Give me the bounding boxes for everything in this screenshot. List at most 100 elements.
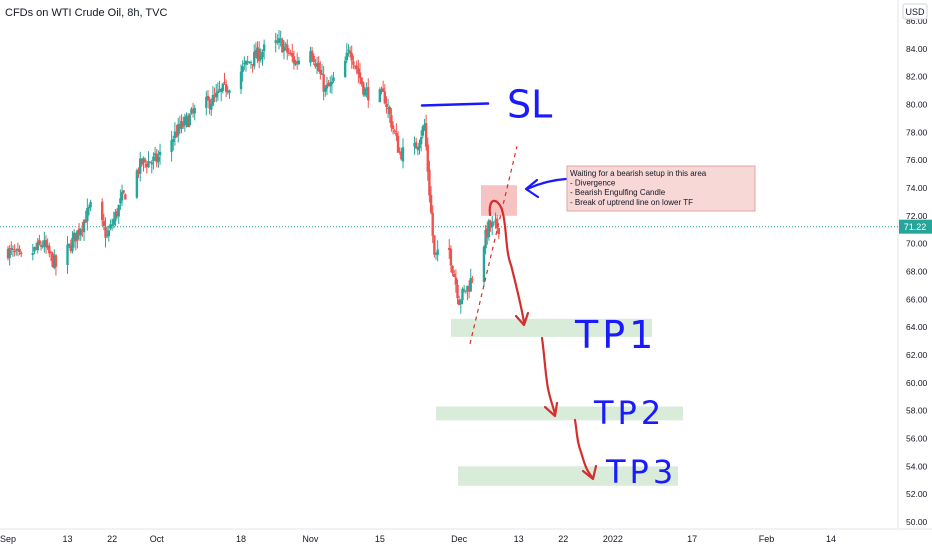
candle-body — [39, 244, 43, 247]
currency-label-box[interactable]: USD — [902, 3, 928, 20]
y-tick-label: 82.00 — [906, 72, 928, 82]
candle-body — [112, 219, 115, 225]
candle-body — [367, 87, 370, 101]
candle-body — [386, 107, 390, 109]
annotation-arrow-head — [524, 178, 540, 199]
candle-body — [395, 132, 398, 136]
candle-body — [350, 53, 353, 61]
y-tick-label: 84.00 — [906, 44, 928, 54]
candle-body — [462, 289, 466, 291]
x-tick-label: 22 — [558, 534, 568, 544]
price-axis[interactable]: 50.00 52.00 54.00 56.00 58.00 60.00 62.00 64.00… — [0, 16, 932, 527]
candle-body — [243, 63, 246, 65]
candle-body — [219, 88, 223, 93]
note-box[interactable]: Waiting for a bearish setup in this area… — [566, 165, 756, 212]
candle-body — [31, 253, 34, 255]
candle-body — [158, 152, 162, 156]
candle-body — [449, 248, 453, 266]
x-tick-label: Dec — [451, 534, 468, 544]
candle-body — [487, 220, 491, 237]
candle-body — [205, 96, 208, 108]
candle-body — [319, 69, 322, 74]
y-tick-label: 72.00 — [906, 211, 928, 221]
entry-zone[interactable] — [481, 185, 517, 216]
candle-body — [120, 192, 124, 201]
x-tick-label: 14 — [826, 534, 836, 544]
candle-body — [282, 46, 286, 52]
stop-loss-line[interactable] — [420, 102, 490, 107]
candle-body — [448, 247, 451, 250]
y-tick-label: 54.00 — [906, 461, 928, 471]
candle-body — [294, 61, 297, 65]
candle-body — [343, 60, 347, 78]
symbol-title: CFDs on WTI Crude Oil, 8h, TVC — [5, 7, 167, 19]
candle-body — [327, 82, 330, 87]
y-tick-label: 64.00 — [906, 322, 928, 332]
candle-body — [418, 143, 421, 149]
candle-body — [193, 108, 196, 114]
candle-body — [274, 40, 277, 44]
target-zone-1[interactable] — [451, 318, 652, 337]
candle-body — [170, 140, 173, 153]
candle-body — [401, 147, 405, 162]
target-label-1: TP1 — [574, 313, 657, 357]
uptrend-line[interactable] — [469, 146, 518, 345]
candle-body — [177, 124, 180, 136]
x-tick-label: Feb — [759, 534, 775, 544]
candle-body — [216, 90, 220, 94]
candle-body — [297, 60, 301, 65]
candle-body — [215, 92, 218, 98]
candle-body — [105, 234, 109, 237]
candle-body — [261, 51, 264, 58]
note-line: - Divergence — [570, 179, 616, 188]
candle-body — [147, 160, 150, 168]
candle-body — [320, 73, 324, 75]
candle-body — [114, 211, 117, 222]
candle-body — [429, 194, 433, 213]
candle-body — [89, 201, 92, 208]
last-price-label: 71.22 — [904, 222, 927, 232]
candle-body — [82, 220, 86, 233]
y-tick-label: 78.00 — [906, 127, 928, 137]
candle-body — [100, 201, 104, 221]
y-tick-label: 62.00 — [906, 350, 928, 360]
candle-body — [315, 64, 319, 67]
candle-body — [352, 61, 355, 65]
note-line: - Break of uptrend line on lower TF — [570, 198, 693, 207]
candle-body — [383, 91, 386, 104]
candle-body — [360, 77, 363, 84]
candle-body — [139, 158, 142, 174]
candle-body — [484, 229, 487, 249]
candle-body — [223, 82, 226, 84]
candle-body — [454, 277, 458, 285]
plot-area[interactable] — [0, 0, 898, 529]
candle-body — [66, 244, 69, 265]
candle-body — [466, 285, 469, 292]
candle-body — [453, 273, 456, 277]
x-tick-label: Oct — [150, 534, 165, 544]
candle-body — [363, 89, 367, 96]
stop-loss-label: SL — [507, 83, 552, 127]
candle-body — [390, 114, 393, 128]
target-zone-3[interactable] — [458, 466, 678, 486]
last-price-box — [899, 219, 932, 234]
target-zone-2[interactable] — [436, 406, 683, 421]
projection-arrow-2 — [540, 336, 557, 416]
candle-body — [178, 124, 182, 129]
candle-body — [256, 47, 259, 59]
candle-body — [180, 121, 183, 130]
x-tick-label: 2022 — [603, 534, 623, 544]
x-tick-label: Nov — [302, 534, 319, 544]
candle-body — [145, 163, 149, 168]
y-tick-label: 74.00 — [906, 183, 928, 193]
candle-body — [358, 72, 362, 79]
y-tick-label: 76.00 — [906, 155, 928, 165]
y-tick-label: 58.00 — [906, 406, 928, 416]
candle-body — [380, 89, 383, 91]
candle-body — [324, 87, 327, 92]
candle-body — [325, 84, 329, 89]
candle-body — [353, 65, 357, 67]
time-axis[interactable]: Sep 13 22 Oct 18 Nov 15 Dec 13 22 2022 17 Feb 14 — [0, 534, 836, 544]
candle-body — [253, 51, 256, 67]
